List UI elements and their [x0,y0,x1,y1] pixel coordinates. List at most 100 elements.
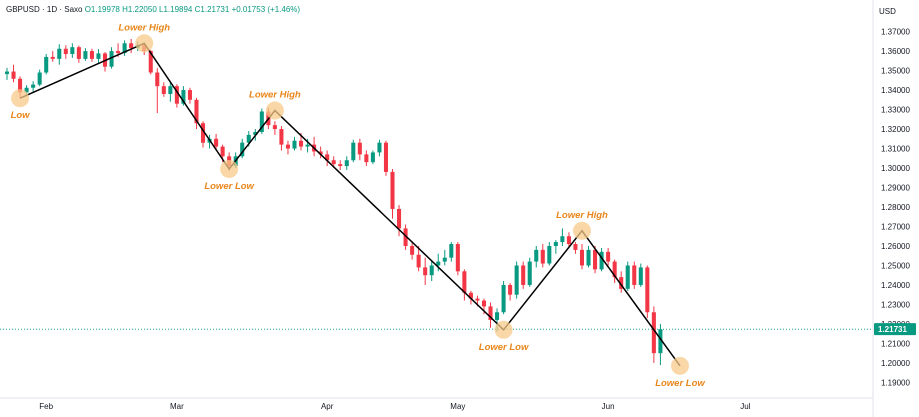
candle-body [423,267,428,276]
candle-body [632,265,637,285]
candle-body [292,140,297,149]
candle-body [593,249,598,270]
swing-point-label: Lower Low [479,342,529,353]
candle-body [416,254,421,268]
candle-body [540,249,545,264]
chart-header: GBPUSD · 1D · Saxo O1.19978 H1.22050 L1.… [6,5,300,14]
month-tick-label: Apr [321,402,334,411]
candle-body [351,142,356,161]
candle-body [527,261,532,285]
candle-body [109,51,114,67]
candle-body [37,72,42,85]
candle-body [638,267,643,285]
candle-body [481,300,487,307]
candle-body [521,265,526,285]
candle-body [155,72,160,87]
price-tick-label: 1.20000 [881,359,910,368]
price-tick-label: 1.31000 [881,145,910,154]
candle-body [129,43,134,49]
price-tick-label: 1.27000 [881,222,910,231]
candle-body [83,51,88,59]
price-tick-label: 1.21000 [881,339,910,348]
price-tick-label: 1.29000 [881,184,910,193]
candle-body [547,245,552,264]
candle-body [370,152,375,163]
candle-body [200,123,206,143]
candle-body [344,160,349,167]
candle-body [63,48,68,55]
candle-body [514,265,519,295]
candle-body [11,71,16,79]
candle-body [285,144,290,149]
candle-body [181,90,186,104]
swing-point-marker [11,89,30,108]
candle-body [410,245,415,255]
candle-body [318,151,323,155]
candle-body [220,146,225,157]
last-price-tag: 1.21731 [874,323,916,336]
candle-body [168,86,173,94]
candle-body [338,164,343,167]
candle-body [501,284,506,313]
open-value: O1.19978 [84,5,120,14]
candle-body [377,142,382,153]
candle-body [651,312,656,354]
candle-body [383,142,388,172]
candle-body [50,56,55,59]
candle-body [246,134,251,143]
price-tick-label: 1.36000 [881,47,910,56]
swing-point-marker [220,159,239,178]
price-tick-label: 1.35000 [881,67,910,76]
candle-body [253,131,258,135]
candle-body [553,242,558,246]
price-tick-label: 1.24000 [881,281,910,290]
last-price-tag-label: 1.21731 [878,325,907,334]
candle-body [534,249,539,262]
candle-body [44,56,49,73]
candle-body [18,78,23,93]
change-value: +0.01753 (+1.46%) [231,5,301,14]
candle-body [579,249,585,266]
price-tick-label: 1.23000 [881,300,910,309]
candle-body [259,111,264,132]
month-tick-label: May [450,402,465,411]
candle-body [403,228,408,246]
candle-body [331,160,336,165]
swing-point-label: Lower High [118,22,170,33]
month-tick-label: Jul [740,402,750,411]
low-value: L1.19894 [159,5,193,14]
swing-point-label: Lower High [556,210,608,221]
swing-point-label: Lower High [249,90,301,101]
candle-body [4,71,10,75]
candle-body [475,298,480,301]
candle-body [599,251,604,270]
candle-body [174,86,179,104]
candle-body [462,271,467,293]
candle-body [57,48,62,59]
price-tick-label: 1.34000 [881,86,910,95]
candle-body [619,277,624,289]
month-tick-label: Feb [39,402,53,411]
swing-point-label: Lower Low [204,181,254,192]
candle-body [325,154,330,161]
candle-body [279,129,284,145]
candle-body [625,265,630,289]
candle-body [214,138,219,147]
price-tick-label: 1.28000 [881,203,910,212]
swing-point-marker [494,320,513,339]
swing-point-label: Low [11,110,31,121]
swing-point-marker [572,221,591,240]
last-price-tag-bg [874,323,916,336]
swing-point-marker [671,356,689,375]
candle-body [658,329,663,354]
month-tick-label: Jun [602,402,615,411]
symbol-label: GBPUSD · 1D · Saxo [6,5,83,14]
candle-body [468,292,473,299]
price-tick-label: 1.19000 [881,378,910,387]
candle-body [488,306,493,321]
price-tick-label: 1.25000 [881,261,910,270]
price-tick-label: 1.32000 [881,125,910,134]
candle-body [187,90,192,100]
candle-body [357,142,362,155]
